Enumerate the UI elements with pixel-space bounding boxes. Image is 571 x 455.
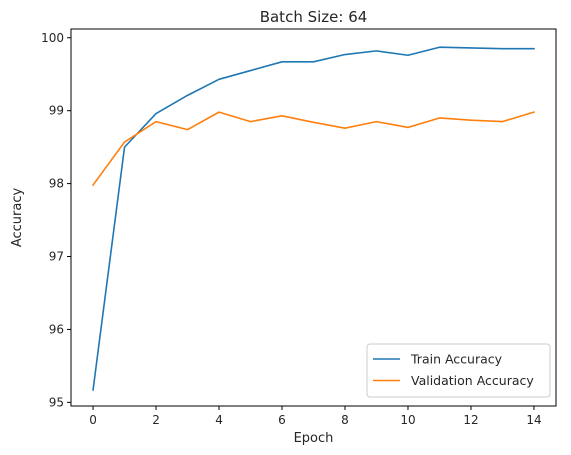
y-axis: 95 96 97 98 99 100 [41, 31, 71, 409]
series-line-1 [92, 46, 535, 391]
plot-area: 0 2 4 6 8 10 12 14 95 96 97 98 99 100 [41, 28, 557, 427]
x-tick-label: 14 [526, 413, 541, 427]
x-tick-label: 8 [341, 413, 349, 427]
y-tick-label: 100 [41, 31, 64, 45]
x-tick-label: 12 [463, 413, 478, 427]
legend: Train Accuracy Validation Accuracy [366, 343, 551, 398]
y-axis-label: Accuracy [10, 188, 25, 248]
y-tick-label: 99 [49, 104, 64, 118]
series-lines [91, 46, 535, 391]
y-tick-label: 98 [49, 177, 64, 191]
x-tick-label: 0 [89, 413, 97, 427]
plot-frame [70, 28, 557, 407]
series-line-2 [91, 111, 535, 187]
y-tick-label: 96 [49, 322, 64, 336]
legend-label-2: Validation Accuracy [411, 373, 534, 388]
legend-box [366, 343, 551, 398]
x-tick-label: 2 [152, 413, 160, 427]
legend-label-1: Train Accuracy [410, 352, 503, 367]
x-axis: 0 2 4 6 8 10 12 14 [89, 406, 542, 427]
chart-title: Batch Size: 64 [260, 8, 368, 26]
y-tick-label: 95 [49, 395, 64, 409]
x-tick-label: 4 [215, 413, 223, 427]
x-tick-label: 10 [400, 413, 415, 427]
y-tick-label: 97 [49, 250, 64, 264]
x-tick-label: 6 [278, 413, 286, 427]
x-axis-label: Epoch [294, 431, 334, 446]
